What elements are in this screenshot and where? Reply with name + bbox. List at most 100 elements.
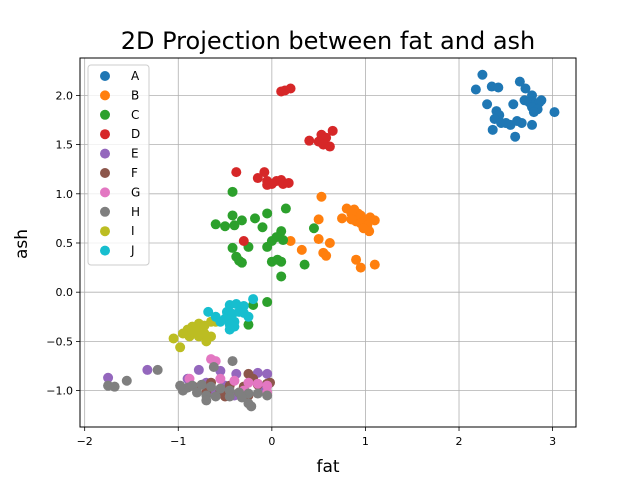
x-tick-label: 2 [456,435,463,448]
series-C [210,186,319,330]
scatter-point-B [364,226,375,237]
scatter-point-G [262,380,273,391]
scatter-point-B [321,250,332,261]
scatter-point-B [296,244,307,255]
scatter-point-I [175,342,186,353]
scatter-point-G [252,378,263,389]
scatter-point-B [324,237,335,248]
scatter-point-A [493,82,504,93]
legend-label-D: D [131,127,140,141]
gridlines [80,58,576,427]
scatter-point-D [304,135,315,146]
series-G [184,354,273,398]
data-points [103,69,560,412]
scatter-point-H [196,379,207,390]
scatter-point-I [187,326,198,337]
scatter-point-A [487,124,498,135]
scatter-point-G [215,373,226,384]
legend-label-A: A [131,69,140,83]
series-A [470,69,560,142]
scatter-point-A [470,84,481,95]
legend-label-I: I [131,224,135,238]
y-tick-label: −1.0 [46,385,73,398]
scatter-point-A [549,107,560,118]
scatter-point-A [514,76,525,87]
scatter-point-A [477,69,488,80]
scatter-point-H [109,381,120,392]
legend-marker-E [100,148,110,159]
scatter-point-C [262,241,273,252]
x-tick-label: 1 [362,435,369,448]
scatter-point-C [250,213,261,224]
scatter-point-D [231,167,242,178]
scatter-point-J [243,311,254,322]
scatter-point-C [236,215,247,226]
scatter-point-J [231,299,242,309]
legend-label-H: H [131,205,140,219]
scatter-point-I [201,336,212,347]
scatter-point-D [285,83,296,94]
legend-marker-H [100,206,110,217]
scatter-point-J [224,324,235,335]
legend-marker-A [100,71,110,81]
legend-marker-I [100,226,110,237]
x-tick-label: −1 [170,435,186,448]
scatter-point-B [369,215,380,226]
legend-marker-J [100,245,110,256]
x-tick-label: −2 [77,435,93,448]
scatter-point-A [527,119,538,130]
scatter-point-A [520,83,531,94]
series-I [168,316,221,353]
scatter-point-D [238,236,249,247]
scatter-point-A [508,99,519,110]
scatter-point-C [276,256,287,267]
scatter-point-C [299,259,310,270]
scatter-point-E [103,372,114,383]
legend-label-E: E [131,147,139,161]
scatter-point-C [220,221,231,232]
scatter-point-E [193,364,204,375]
scatter-point-D [324,141,335,152]
y-tick-label: 1.5 [56,139,74,152]
series-B [285,191,380,273]
legend-marker-B [100,90,110,101]
scatter-point-H [201,395,212,406]
scatter-point-H [227,356,238,367]
scatter-point-C [229,220,240,231]
legend-marker-C [100,109,110,120]
y-tick-label: −0.5 [46,335,73,348]
legend-label-G: G [131,185,140,199]
scatter-point-C [227,210,238,221]
scatter-point-C [278,235,289,246]
scatter-point-H [262,390,273,401]
scatter-point-C [262,297,273,308]
scatter-point-C [243,319,254,330]
legend-label-F: F [131,166,138,180]
scatter-point-G [229,375,240,386]
scatter-point-H [252,388,263,399]
scatter-point-G [243,377,254,388]
legend-frame [87,64,150,266]
scatter-point-C [257,222,268,233]
scatter-point-A [482,99,493,110]
scatter-point-A [500,117,511,128]
scatter-point-H [208,361,219,372]
scatter-point-B [337,213,348,224]
scatter-point-J [248,294,259,305]
scatter-point-C [308,223,319,234]
scatter-point-C [227,186,238,197]
chart-title: 2D Projection between fat and ash [121,27,536,55]
scatter-point-H [121,375,132,386]
scatter-point-C [227,242,238,253]
scatter-point-H [152,364,163,375]
y-tick-label: 0.5 [56,237,74,250]
scatter-point-A [510,131,521,142]
axes-frame [79,57,577,428]
scatter-point-D [252,173,263,184]
scatter-point-H [206,381,217,392]
scatter-point-J [215,316,226,327]
scatter-point-H [210,391,221,402]
scatter-point-B [369,259,380,270]
